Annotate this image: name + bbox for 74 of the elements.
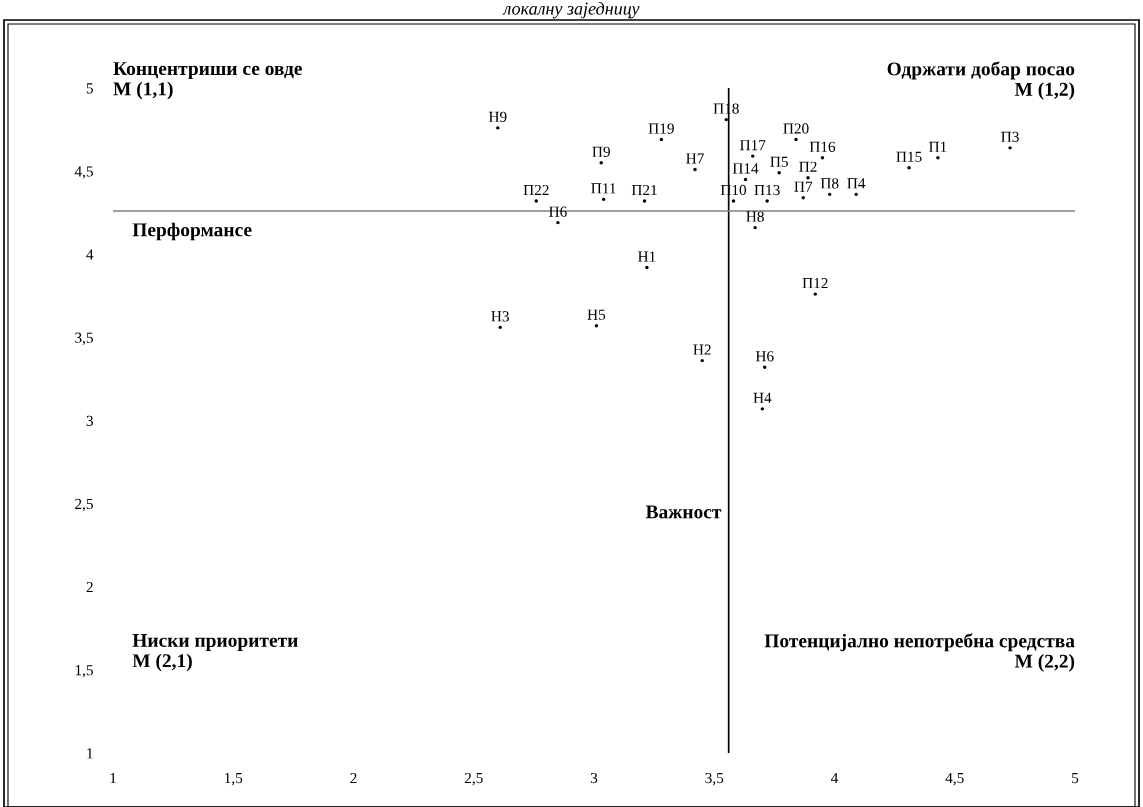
data-label: Н3 xyxy=(491,311,509,322)
x-tick-label: 3,5 xyxy=(705,772,724,786)
x-tick-label: 2 xyxy=(350,772,357,784)
point xyxy=(765,199,769,203)
point xyxy=(601,197,606,202)
data-label: Н4 xyxy=(753,392,772,403)
point xyxy=(534,199,538,203)
data-label: Н7 xyxy=(686,153,704,164)
data-label: П12 xyxy=(802,278,828,289)
data-label: П4 xyxy=(847,178,866,189)
point xyxy=(496,126,500,130)
point xyxy=(753,225,757,230)
data-label: П16 xyxy=(809,141,836,152)
point xyxy=(724,117,728,122)
x-tick-label: 1 xyxy=(110,772,116,784)
data-label: П13 xyxy=(754,184,780,196)
x-tick-label: 2,5 xyxy=(464,772,483,786)
data-label: П1 xyxy=(929,141,947,152)
data-label: П21 xyxy=(631,184,657,196)
data-label: П20 xyxy=(783,123,809,134)
y-tick-label: 2 xyxy=(86,581,93,593)
point xyxy=(1008,146,1012,150)
y-tick-label: 1,5 xyxy=(75,665,93,678)
y-tick-label: 4,5 xyxy=(74,166,93,179)
point xyxy=(820,156,825,160)
data-label: П2 xyxy=(799,161,817,172)
annotation: Ниски приоритети М (2,1) xyxy=(132,634,298,672)
annotation: Концентриши се овде М (1,1) xyxy=(113,62,302,100)
data-label: П6 xyxy=(549,206,567,217)
point xyxy=(854,192,858,197)
data-label: Н5 xyxy=(587,309,606,320)
annotation: Одржати добар посао М (1,2) xyxy=(887,61,1075,100)
point xyxy=(813,292,817,296)
data-label: Н2 xyxy=(693,344,711,355)
point xyxy=(594,324,599,328)
point xyxy=(659,137,664,142)
point xyxy=(751,154,755,158)
data-label: П11 xyxy=(591,183,616,194)
y-tick-label: 4 xyxy=(86,249,94,260)
data-label: П17 xyxy=(740,140,766,151)
data-label: П19 xyxy=(648,123,674,134)
x-tick-label: 4,5 xyxy=(945,772,964,786)
ref-line-label: Перформансе xyxy=(132,222,252,241)
x-tick-label: 5 xyxy=(1072,773,1079,784)
x-tick-label: 3 xyxy=(590,772,598,784)
point xyxy=(743,177,748,182)
data-label: П14 xyxy=(732,163,759,174)
data-label: П8 xyxy=(820,178,839,189)
y-tick-label: 2,5 xyxy=(75,498,93,512)
data-label: П7 xyxy=(794,181,813,192)
data-label: П15 xyxy=(896,151,922,162)
ref-line-label: Важност xyxy=(645,505,722,519)
point xyxy=(806,176,810,180)
x-tick-label: 4 xyxy=(830,772,839,784)
y-tick-label: 1 xyxy=(87,748,93,759)
point xyxy=(556,220,560,225)
chart-title: локалну заједницу xyxy=(502,2,640,19)
data-label: П3 xyxy=(1001,131,1019,142)
data-label: Н1 xyxy=(638,251,656,262)
y-tick-label: 5 xyxy=(86,83,93,94)
data-label: П5 xyxy=(770,156,788,167)
data-label: П22 xyxy=(523,184,549,196)
annotation: Потенцијално непотребна средства М (2,2) xyxy=(764,633,1075,672)
y-tick-label: 3 xyxy=(86,415,93,426)
data-label: П9 xyxy=(592,146,610,157)
data-label: Н8 xyxy=(746,211,764,222)
data-label: Н6 xyxy=(755,351,774,362)
point xyxy=(827,192,832,197)
point xyxy=(760,407,765,411)
point xyxy=(936,156,940,160)
point xyxy=(907,166,911,170)
x-tick-label: 1,5 xyxy=(225,772,243,786)
data-label: Н9 xyxy=(488,111,507,123)
y-tick-label: 3,5 xyxy=(75,332,93,346)
